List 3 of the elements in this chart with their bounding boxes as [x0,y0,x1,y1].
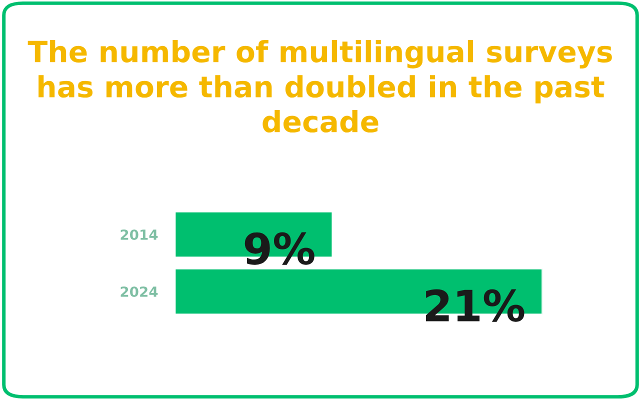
chart-title: The number of multilingual surveys has more than doubled in the past decade [28,40,612,133]
y-tick-label: 2014 [120,229,158,240]
y-tick-label: 2024 [120,286,158,297]
